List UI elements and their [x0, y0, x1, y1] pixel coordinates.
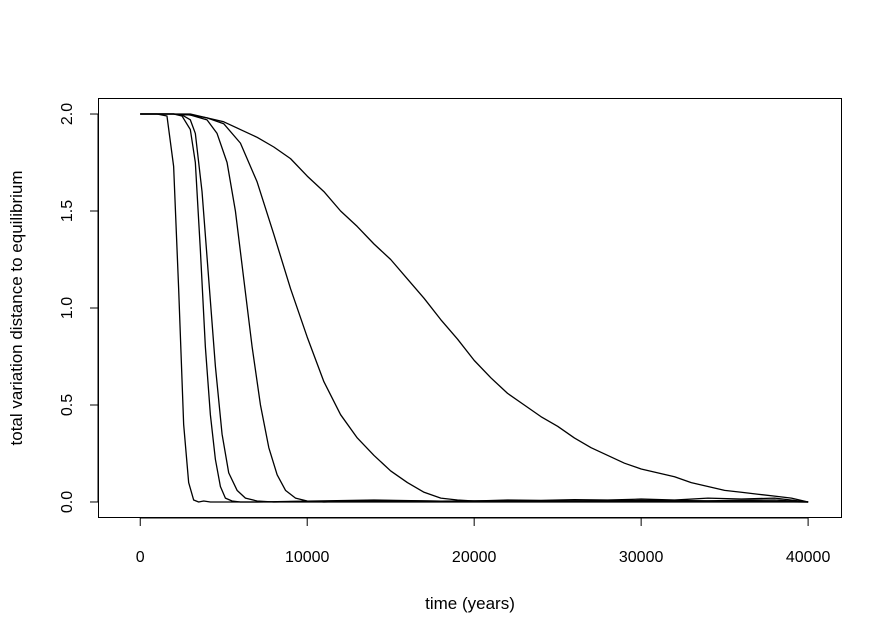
series-layer	[140, 113, 809, 503]
x-tick-label: 40000	[786, 549, 831, 566]
x-axis: 0 10000 20000 30000 40000	[136, 517, 831, 566]
x-axis-label: time (years)	[425, 594, 515, 613]
plot-frame	[98, 98, 842, 518]
series-line-3	[140, 113, 809, 503]
series-line-6	[140, 113, 809, 503]
x-tick-label: 0	[136, 549, 145, 566]
series-line-1	[140, 113, 809, 503]
y-axis-label: total variation distance to equilibrium	[7, 171, 26, 446]
y-tick-label: 2.0	[59, 103, 76, 125]
x-tick-label: 20000	[452, 549, 497, 566]
x-tick-label: 10000	[285, 549, 330, 566]
series-line-2	[140, 113, 809, 503]
y-tick-label: 1.5	[59, 200, 76, 222]
y-axis: 0.0 0.5 1.0 1.5 2.0	[59, 103, 99, 513]
series-line-4	[140, 113, 809, 503]
y-tick-label: 0.0	[59, 491, 76, 513]
y-tick-label: 1.0	[59, 297, 76, 319]
x-tick-label: 30000	[619, 549, 664, 566]
y-tick-label: 0.5	[59, 394, 76, 416]
series-line-5	[140, 113, 809, 503]
